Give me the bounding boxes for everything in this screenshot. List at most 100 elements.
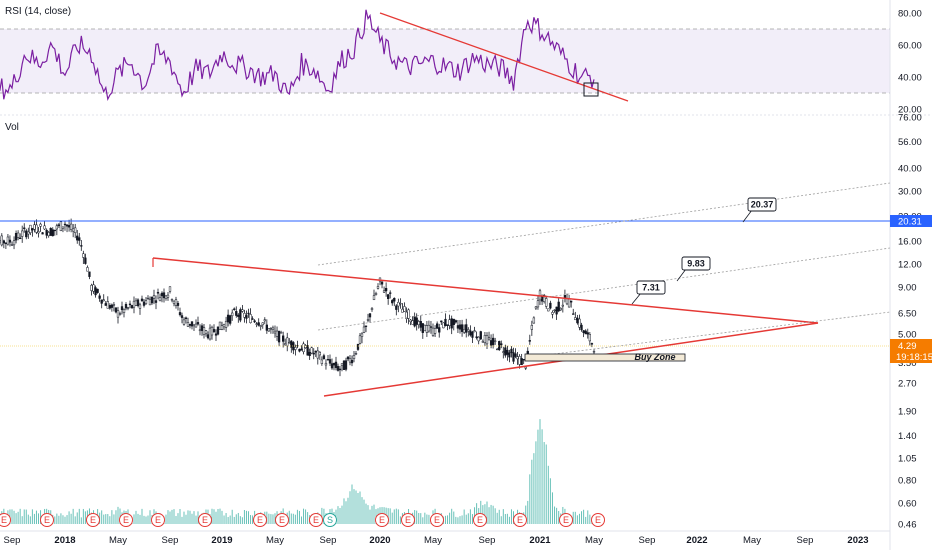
price-candle bbox=[421, 323, 424, 333]
price-candle bbox=[204, 330, 208, 335]
price-candle bbox=[118, 313, 122, 315]
price-candle bbox=[346, 356, 350, 360]
price-candle bbox=[29, 224, 32, 233]
time-tick-label: Sep bbox=[479, 535, 496, 546]
price-candle bbox=[534, 306, 538, 309]
price-candle bbox=[417, 321, 420, 326]
price-candle bbox=[176, 302, 180, 306]
price-candle bbox=[561, 304, 564, 307]
earnings-event-label: E bbox=[90, 515, 96, 525]
price-candle bbox=[354, 353, 358, 355]
price-candle bbox=[399, 303, 402, 305]
earnings-event-marker bbox=[86, 513, 100, 527]
price-candle bbox=[298, 348, 301, 352]
price-tick-label: 1.05 bbox=[898, 454, 917, 465]
price-candle bbox=[148, 299, 152, 306]
price-candle bbox=[130, 305, 134, 309]
price-candle bbox=[51, 229, 54, 237]
price-candle bbox=[233, 308, 236, 310]
price-candle bbox=[469, 330, 472, 336]
price-candle bbox=[302, 343, 305, 352]
price-candle bbox=[498, 341, 501, 350]
earnings-event-marker bbox=[375, 513, 389, 527]
earnings-event-marker bbox=[198, 513, 212, 527]
price-candle bbox=[290, 340, 293, 348]
price-candle bbox=[454, 320, 457, 323]
price-candle bbox=[326, 359, 330, 361]
price-tick-label: 30.00 bbox=[898, 187, 922, 198]
price-candle bbox=[520, 358, 523, 366]
channel-line-upper bbox=[317, 182, 891, 266]
price-candle bbox=[358, 335, 362, 344]
price-candle bbox=[393, 297, 396, 302]
earnings-event-marker bbox=[559, 513, 573, 527]
price-candle bbox=[0, 240, 1, 243]
price-candle bbox=[580, 324, 583, 331]
earnings-event-label: E bbox=[313, 515, 319, 525]
time-tick-label: May bbox=[266, 535, 284, 546]
price-candle bbox=[45, 229, 48, 236]
price-candle bbox=[255, 323, 258, 325]
price-candle bbox=[210, 326, 214, 336]
price-candle bbox=[310, 347, 313, 354]
price-candle bbox=[344, 360, 348, 370]
price-candle bbox=[314, 350, 317, 353]
price-candle bbox=[282, 335, 285, 342]
price-tick-label: 0.46 bbox=[898, 520, 917, 531]
price-candle bbox=[387, 294, 390, 299]
price-candle bbox=[522, 358, 525, 361]
price-tick-label: 5.00 bbox=[898, 329, 917, 340]
price-candle bbox=[409, 319, 412, 323]
price-candle bbox=[35, 224, 38, 233]
resistance-price-label: 20.31 bbox=[898, 217, 922, 228]
price-candle bbox=[41, 232, 44, 235]
time-tick-label: 2018 bbox=[54, 535, 75, 546]
price-candle bbox=[506, 349, 509, 355]
price-candle bbox=[448, 319, 451, 326]
earnings-event-marker bbox=[0, 513, 11, 527]
earnings-event-label: E bbox=[405, 515, 411, 525]
price-candle bbox=[239, 309, 242, 321]
price-candle bbox=[413, 316, 416, 327]
price-candle bbox=[251, 318, 254, 320]
buy-zone-label: Buy Zone bbox=[634, 352, 675, 362]
price-candle bbox=[267, 328, 271, 332]
triangle-upper-line bbox=[152, 257, 819, 324]
rsi-band-fill bbox=[0, 29, 890, 93]
price-candle bbox=[485, 335, 489, 345]
price-candle bbox=[547, 308, 550, 312]
earnings-event-label: E bbox=[44, 515, 50, 525]
target-callout-2-pointer bbox=[676, 268, 687, 282]
price-candle bbox=[477, 336, 480, 342]
price-candle bbox=[154, 300, 158, 303]
price-candle bbox=[265, 324, 268, 331]
price-candle bbox=[442, 322, 445, 329]
price-candle bbox=[98, 295, 101, 299]
price-candle bbox=[452, 318, 455, 325]
price-candle bbox=[166, 294, 170, 298]
price-tick-label: 16.00 bbox=[898, 237, 922, 248]
resistance-price-badge bbox=[890, 215, 932, 227]
time-tick-label: May bbox=[585, 535, 603, 546]
price-candle bbox=[284, 343, 287, 346]
price-candle bbox=[206, 334, 210, 339]
price-tick-label: 1.40 bbox=[898, 431, 917, 442]
price-candle bbox=[496, 348, 499, 351]
price-candle bbox=[216, 326, 220, 335]
price-candle bbox=[340, 363, 344, 366]
price-candle bbox=[78, 237, 81, 241]
price-candle bbox=[590, 343, 594, 345]
earnings-event-label: E bbox=[517, 515, 523, 525]
price-candle bbox=[200, 325, 204, 331]
price-candle bbox=[374, 293, 378, 295]
price-candle bbox=[475, 336, 478, 339]
price-candle bbox=[231, 312, 234, 317]
price-candle bbox=[403, 306, 406, 312]
price-candle bbox=[438, 327, 441, 333]
price-candle bbox=[160, 292, 164, 297]
earnings-event-marker bbox=[430, 513, 444, 527]
price-candle bbox=[491, 337, 495, 346]
price-candle bbox=[57, 224, 61, 226]
